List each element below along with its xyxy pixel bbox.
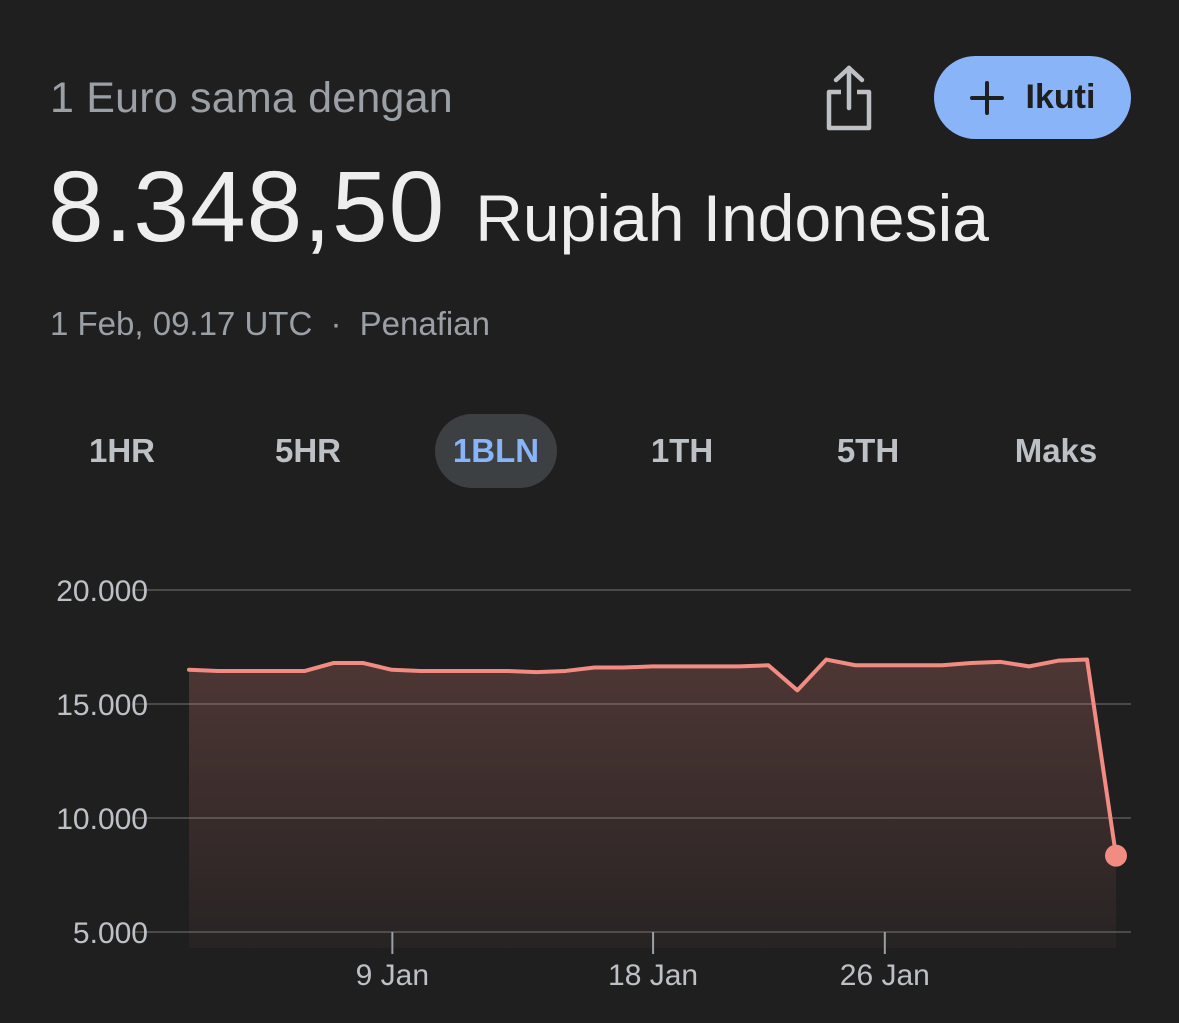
y-tick-label: 20.000 [56,575,148,608]
range-tabs: 1HR 5HR 1BLN 1TH 5TH Maks [30,414,1150,488]
conversion-subtitle: 1 Euro sama dengan [50,74,453,122]
y-tick-label: 15.000 [56,689,148,722]
timestamp: 1 Feb, 09.17 UTC [50,305,313,342]
tab-1th[interactable]: 1TH [650,432,714,469]
rate-value: 8.348,50 [48,151,446,263]
tab-5th[interactable]: 5TH [836,432,900,469]
tab-1hr[interactable]: 1HR [88,432,156,469]
plus-icon [969,80,1004,115]
follow-button[interactable]: Ikuti [934,56,1131,139]
meta-row: 1 Feb, 09.17 UTC · Penafian [50,305,490,343]
tab-5hr[interactable]: 5HR [274,432,342,469]
disclaimer-link[interactable]: Penafian [359,305,490,342]
end-point [1105,844,1127,867]
rate-row: 8.348,50 Rupiah Indonesia [48,150,989,265]
y-tick-label: 5.000 [73,917,148,950]
tab-maks[interactable]: Maks [1014,432,1098,469]
x-tick-label: 18 Jan [608,959,698,992]
rate-currency: Rupiah Indonesia [475,181,989,255]
series-line [187,657,1118,858]
tab-1bln[interactable]: 1BLN [435,414,557,488]
exchange-rate-chart[interactable]: 20.000 15.000 10.000 5.000 9 Jan 18 Jan 26 Jan [0,540,1179,1023]
area-fill [189,659,1116,948]
separator: · [330,305,342,342]
share-icon [826,65,872,131]
x-tick-label: 26 Jan [840,959,930,992]
x-tick-label: 9 Jan [356,959,429,992]
y-tick-label: 10.000 [56,803,148,836]
share-button[interactable] [818,60,880,136]
follow-label: Ikuti [1025,78,1096,116]
